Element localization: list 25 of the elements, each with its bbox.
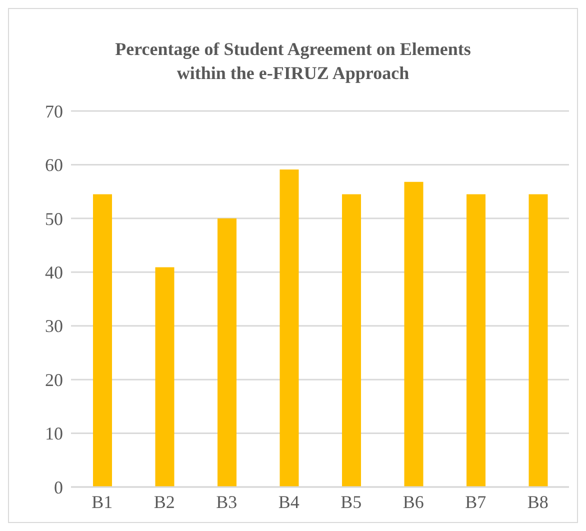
y-tick-label: 30 — [45, 316, 63, 336]
y-tick-label: 60 — [45, 155, 63, 176]
y-tick-label: 70 — [45, 101, 63, 122]
bar — [280, 170, 299, 487]
x-tick-label: B2 — [154, 492, 175, 512]
x-tick-label: B7 — [465, 492, 486, 512]
y-tick-label: 0 — [54, 477, 63, 498]
x-tick-label: B8 — [527, 492, 548, 512]
x-tick-label: B4 — [278, 492, 300, 512]
bar — [466, 194, 486, 487]
x-tick-label: B1 — [92, 492, 113, 512]
bar — [218, 218, 236, 487]
bar — [404, 182, 424, 487]
chart-title: Percentage of Student Agreement on Elements within the e-FIRUZ Approach — [114, 38, 472, 85]
x-tick-label: B5 — [340, 492, 362, 512]
y-tick-label: 10 — [45, 424, 63, 444]
y-tick-label: 40 — [45, 262, 63, 283]
bar — [528, 194, 548, 487]
x-tick-label: B3 — [216, 492, 238, 512]
bar — [93, 194, 112, 487]
y-tick-label: 20 — [45, 370, 63, 390]
x-tick-label: B6 — [402, 492, 424, 512]
bar — [155, 267, 174, 487]
bar — [342, 194, 361, 487]
y-tick-label: 50 — [45, 208, 63, 229]
